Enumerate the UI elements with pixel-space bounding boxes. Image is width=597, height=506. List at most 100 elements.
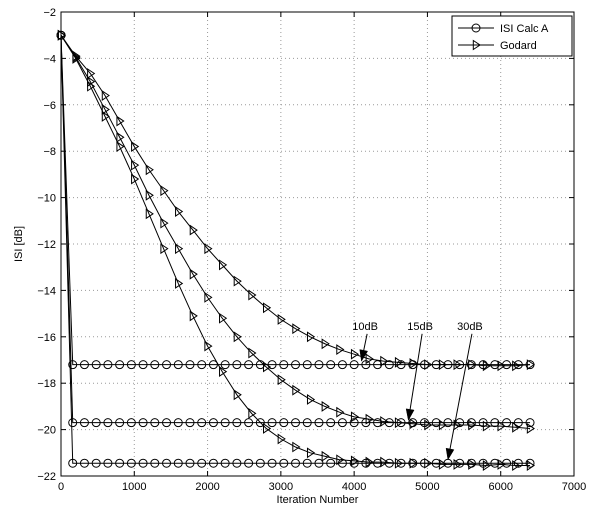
data-point-triangle	[365, 353, 374, 365]
data-point-triangle	[248, 289, 257, 301]
data-point-triangle	[87, 68, 96, 79]
data-point-circle	[150, 458, 160, 468]
data-point-triangle	[87, 80, 96, 92]
plot-series	[56, 29, 535, 471]
data-point-circle	[279, 360, 289, 370]
data-point-triangle	[263, 361, 272, 373]
annotation-arrow-line	[409, 333, 423, 410]
legend-triangle-marker-icon	[472, 39, 481, 51]
data-point-circle	[349, 418, 359, 428]
data-point-circle	[373, 458, 383, 468]
data-point-triangle	[453, 419, 462, 431]
data-point-circle	[91, 418, 101, 428]
data-point-triangle	[306, 331, 316, 343]
x-tick-label: 5000	[415, 481, 439, 493]
x-tick-label: 1000	[122, 481, 146, 493]
data-point-circle	[384, 360, 394, 370]
data-point-circle	[162, 418, 172, 428]
y-tick-label: −16	[37, 332, 56, 344]
data-point-triangle	[453, 458, 462, 470]
data-point-circle	[115, 458, 125, 468]
y-tick-label: −12	[37, 239, 56, 251]
data-point-circle	[91, 360, 101, 370]
data-point-triangle	[277, 313, 286, 325]
data-point-circle	[314, 418, 324, 428]
data-point-circle	[349, 360, 359, 370]
data-point-circle	[126, 418, 136, 428]
data-point-circle	[255, 458, 265, 468]
data-point-triangle	[131, 173, 140, 185]
data-point-circle	[279, 418, 289, 428]
legend: ISI Calc A Godard	[451, 15, 573, 57]
data-point-triangle	[160, 185, 169, 197]
x-tick-label: 6000	[488, 481, 512, 493]
data-point-circle	[185, 418, 195, 428]
data-point-circle	[291, 418, 301, 428]
data-point-triangle	[394, 356, 404, 368]
data-point-circle	[220, 418, 230, 428]
y-tick-label: −6	[43, 100, 56, 112]
data-point-circle	[337, 360, 347, 370]
data-point-circle	[79, 418, 89, 428]
data-point-triangle	[101, 90, 110, 101]
series-line	[60, 34, 531, 467]
data-point-circle	[208, 418, 218, 428]
series-line	[60, 34, 531, 367]
data-point-triangle	[175, 206, 184, 217]
data-point-circle	[525, 418, 535, 428]
annotation-label-10db: 10dB	[352, 321, 378, 333]
data-point-circle	[291, 360, 301, 370]
data-point-triangle	[394, 457, 404, 469]
data-point-circle	[490, 360, 500, 370]
data-point-triangle	[497, 458, 506, 470]
data-point-circle	[68, 360, 78, 370]
data-point-triangle	[409, 358, 418, 369]
data-point-circle	[126, 360, 136, 370]
data-point-triangle	[438, 419, 448, 431]
data-point-triangle	[526, 460, 535, 471]
data-point-circle	[220, 458, 230, 468]
data-point-triangle	[145, 164, 154, 176]
data-point-circle	[232, 360, 242, 370]
data-point-triangle	[512, 360, 521, 372]
data-point-triangle	[219, 366, 228, 378]
data-point-circle	[162, 458, 172, 468]
data-point-triangle	[233, 331, 242, 343]
data-point-triangle	[350, 455, 360, 467]
y-tick-label: −8	[43, 146, 56, 158]
data-point-triangle	[468, 419, 477, 431]
data-point-triangle	[116, 115, 125, 127]
data-point-triangle	[482, 460, 492, 471]
data-point-circle	[208, 360, 218, 370]
data-point-circle	[326, 418, 336, 428]
data-point-triangle	[145, 189, 154, 201]
series-line	[60, 34, 531, 429]
data-point-circle	[279, 458, 289, 468]
data-point-triangle	[101, 104, 110, 115]
data-point-triangle	[453, 359, 462, 371]
data-point-triangle	[336, 406, 345, 418]
data-point-circle	[267, 360, 277, 370]
annotations: 10dB 15dB 30dB	[352, 321, 483, 461]
data-point-triangle	[204, 291, 213, 303]
data-point-triangle	[175, 243, 184, 255]
data-point-triangle	[233, 389, 242, 401]
annotation-arrow-head-icon	[359, 349, 369, 362]
data-point-triangle	[468, 359, 477, 371]
data-point-triangle	[438, 458, 448, 470]
legend-circle-marker-icon	[471, 23, 481, 33]
x-tick-label: 7000	[562, 481, 586, 493]
data-point-circle	[431, 418, 441, 428]
data-point-triangle	[72, 52, 81, 64]
series-isi-calc-a-30db	[56, 30, 535, 468]
data-point-triangle	[394, 417, 404, 429]
data-point-circle	[232, 418, 242, 428]
series-godard-30db	[57, 29, 535, 471]
data-point-triangle	[482, 360, 492, 372]
data-point-circle	[220, 360, 230, 370]
data-point-circle	[197, 418, 207, 428]
data-point-triangle	[482, 420, 492, 432]
data-point-triangle	[526, 423, 535, 434]
data-point-triangle	[116, 131, 125, 143]
